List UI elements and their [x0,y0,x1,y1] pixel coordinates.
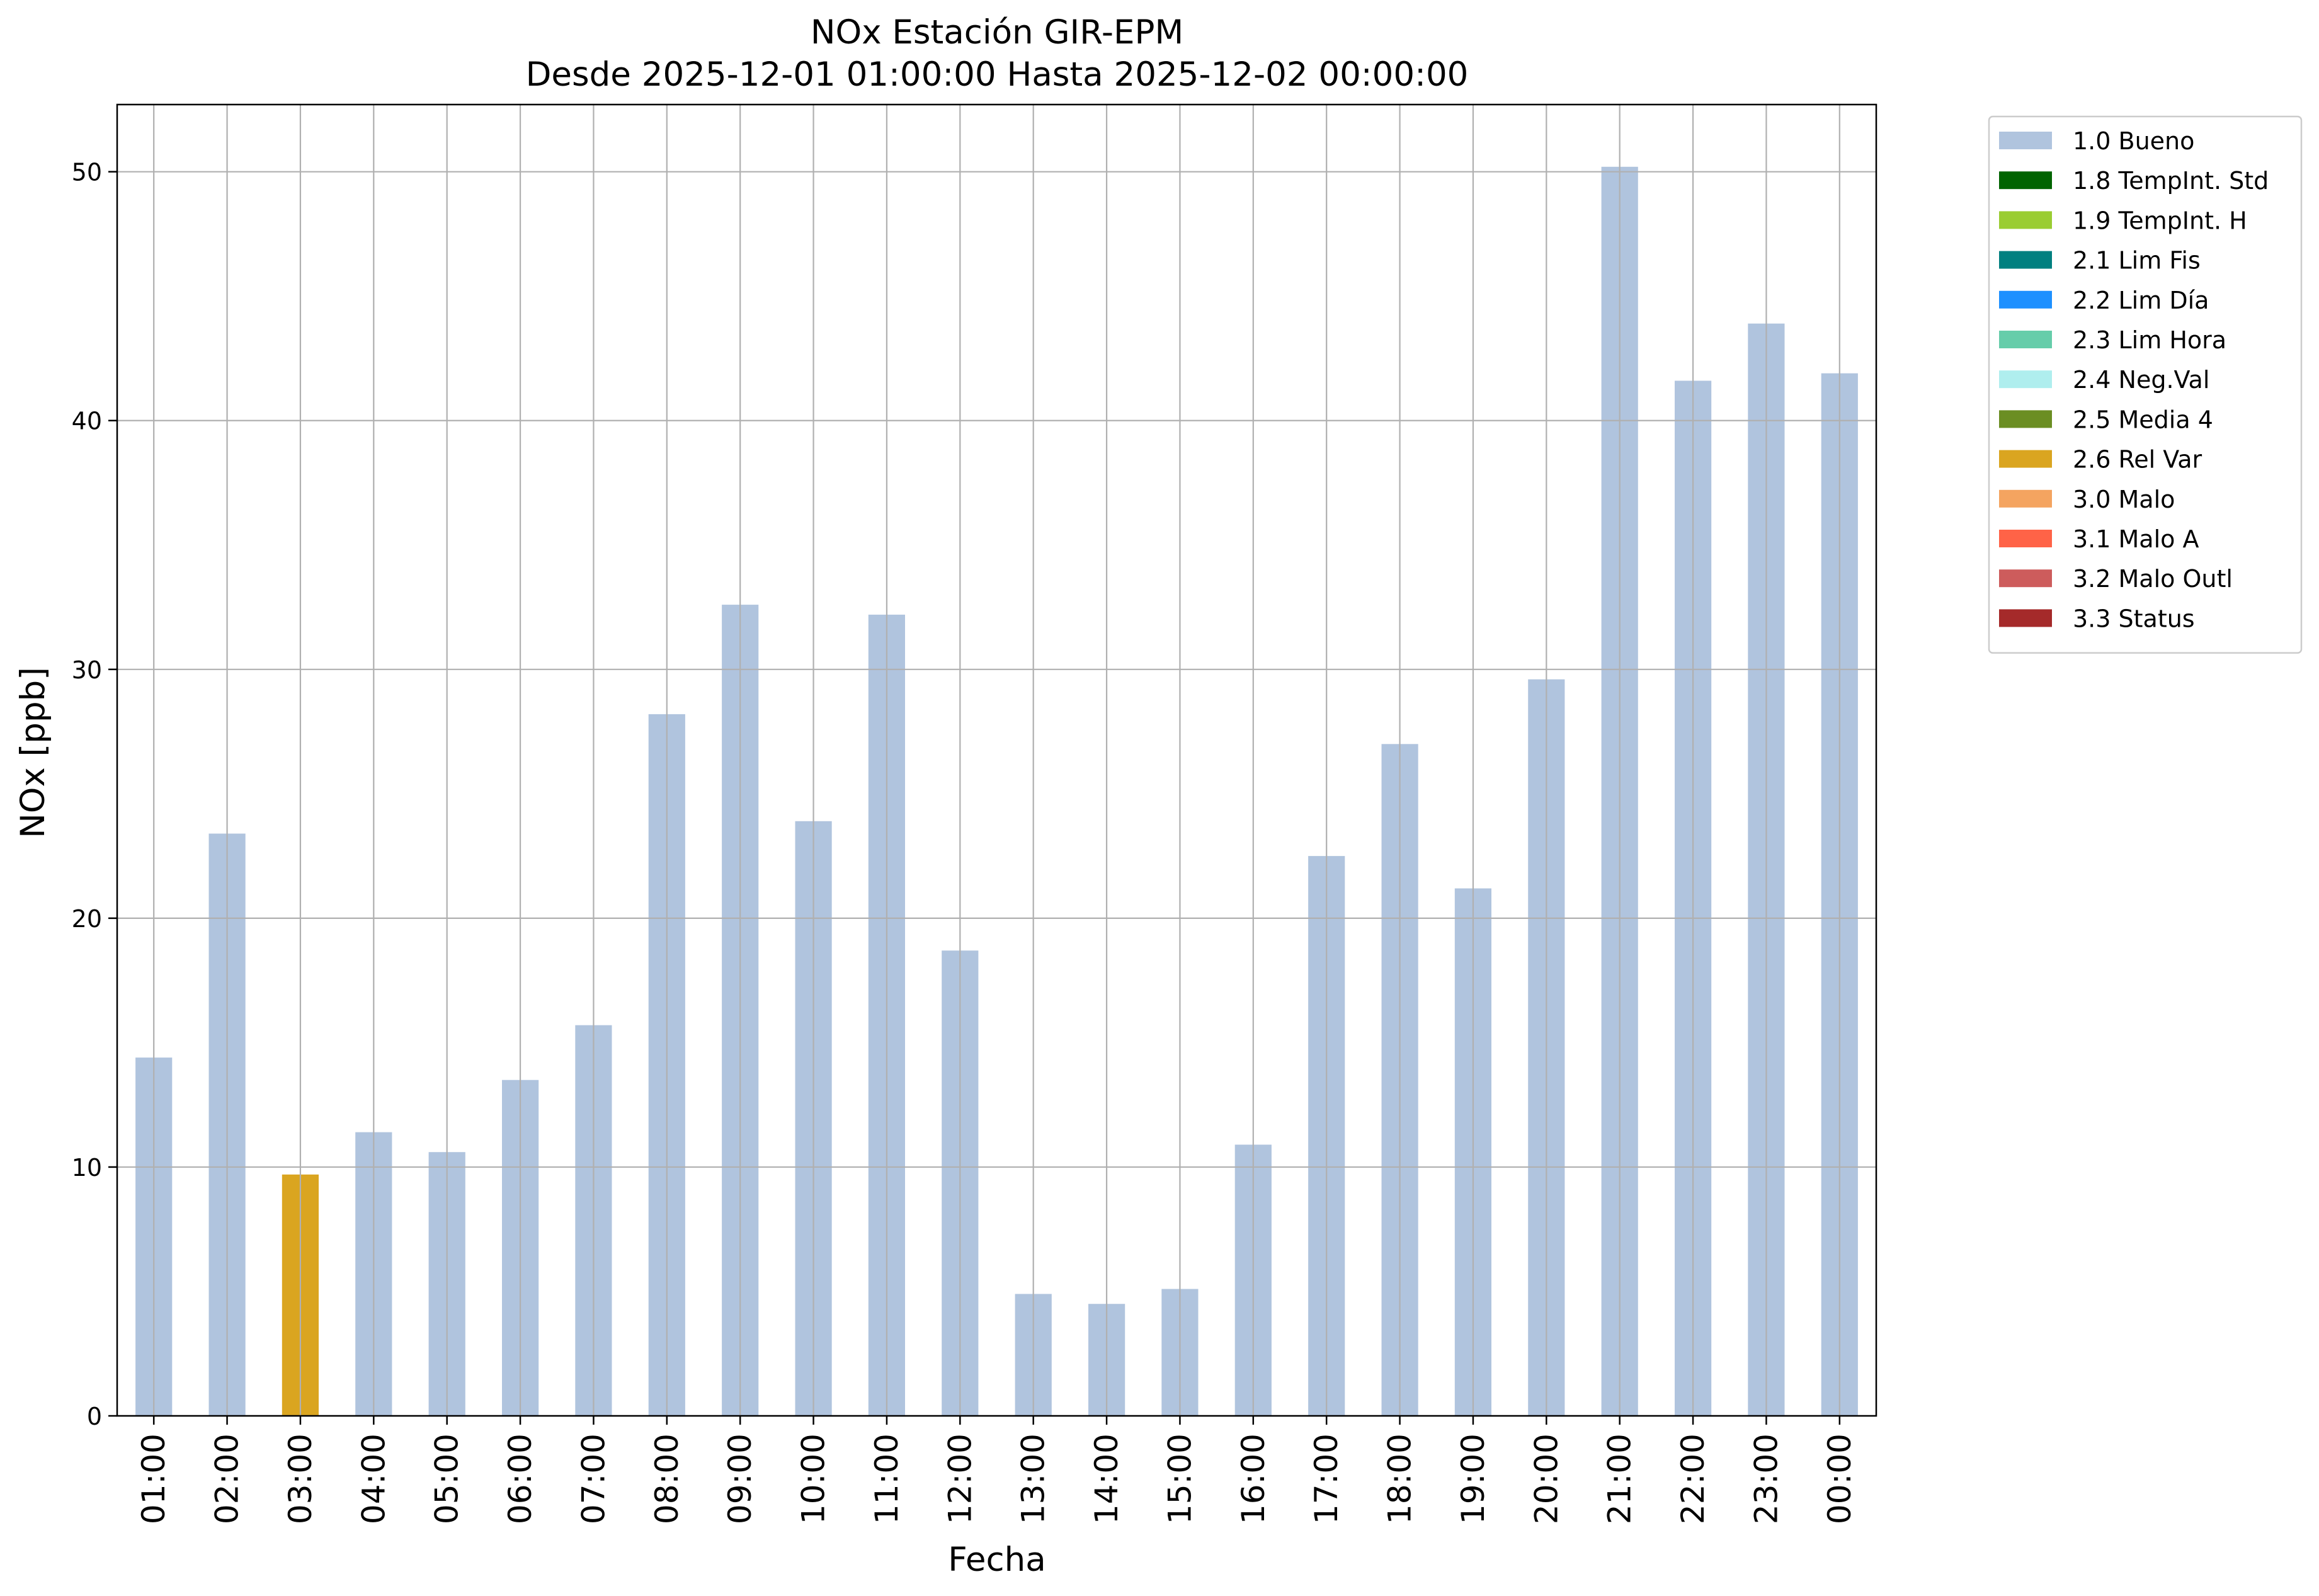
plot-frame [116,103,1877,1417]
x-tick-label: 06:00 [502,1434,538,1524]
x-tick-label: 18:00 [1382,1434,1418,1524]
y-axis-label: NOx [ppb] [14,667,52,838]
legend-label: 3.0 Malo [2073,486,2175,513]
legend-label: 2.4 Neg.Val [2073,366,2209,394]
legend: 1.0 Bueno 1.8 TempInt. Std 1.9 TempInt. H 2… [1988,115,2303,654]
legend-swatch [1999,569,2052,588]
legend-label: 2.2 Lim Día [2073,287,2209,314]
legend-label: 3.2 Malo Outl [2073,565,2233,593]
x-tick-label: 12:00 [942,1434,978,1524]
x-tick-label: 04:00 [355,1434,392,1524]
legend-swatch [1999,132,2052,149]
x-tick-label: 15:00 [1161,1434,1198,1524]
x-tick-label: 09:00 [722,1434,758,1524]
x-tick-label: 23:00 [1748,1434,1784,1524]
x-tick-label: 20:00 [1528,1434,1564,1524]
legend-label: 1.9 TempInt. H [2073,207,2247,234]
x-tick-label: 02:00 [209,1434,246,1524]
legend-label: 3.1 Malo A [2073,525,2199,553]
legend-box [1988,115,2303,654]
y-tick-label: 50 [72,159,102,186]
legend-swatch [1999,211,2052,229]
y-tick-label: 40 [72,408,102,435]
x-tick-label: 17:00 [1308,1434,1345,1524]
legend-label: 1.8 TempInt. Std [2073,167,2269,195]
x-tick-label: 05:00 [429,1434,465,1524]
y-tick-label: 20 [72,905,102,933]
x-tick-label: 21:00 [1602,1434,1638,1524]
x-tick-label: 07:00 [575,1434,612,1524]
legend-label: 2.5 Media 4 [2073,406,2213,433]
x-tick-label: 19:00 [1455,1434,1491,1524]
legend-label: 2.6 Rel Var [2073,446,2202,474]
x-tick-label: 00:00 [1821,1434,1858,1524]
x-tick-label: 01:00 [135,1434,172,1524]
legend-label: 1.0 Bueno [2073,127,2194,155]
y-tick-label: 10 [72,1154,102,1182]
y-tick-label: 30 [72,656,102,684]
legend-swatch [1999,370,2052,389]
legend-swatch [1999,171,2052,190]
legend-swatch [1999,450,2052,468]
legend-swatch [1999,290,2052,309]
x-tick-label: 10:00 [795,1434,832,1524]
x-tick-label: 16:00 [1235,1434,1272,1524]
x-axis-label: Fecha [948,1541,1046,1579]
legend-swatch [1999,609,2052,627]
legend-swatch [1999,251,2052,269]
legend-swatch [1999,410,2052,428]
chart-title: NOx Estación GIR-EPM [811,13,1183,52]
axes [108,103,1877,1425]
x-tick-label: 03:00 [282,1434,319,1524]
x-tick-label: 13:00 [1015,1434,1052,1524]
y-tick-label: 0 [87,1403,102,1430]
legend-swatch [1999,489,2052,508]
x-tick-label: 11:00 [869,1434,905,1524]
x-tick-label: 08:00 [649,1434,685,1524]
legend-label: 3.3 Status [2073,605,2195,632]
x-tick-label: 14:00 [1088,1434,1125,1524]
legend-label: 2.1 Lim Fis [2073,247,2201,275]
legend-label: 2.3 Lim Hora [2073,326,2226,354]
bars [135,166,1858,1416]
legend-swatch [1999,331,2052,348]
tick-labels: 0 10 20 30 40 50 01:00 02:00 03:00 04:00 05:00 06:0… [72,159,1858,1524]
chart-subtitle: Desde 2025-12-01 01:00:00 Hasta 2025-12-… [526,55,1469,94]
x-tick-label: 22:00 [1675,1434,1711,1524]
legend-swatch [1999,530,2052,547]
